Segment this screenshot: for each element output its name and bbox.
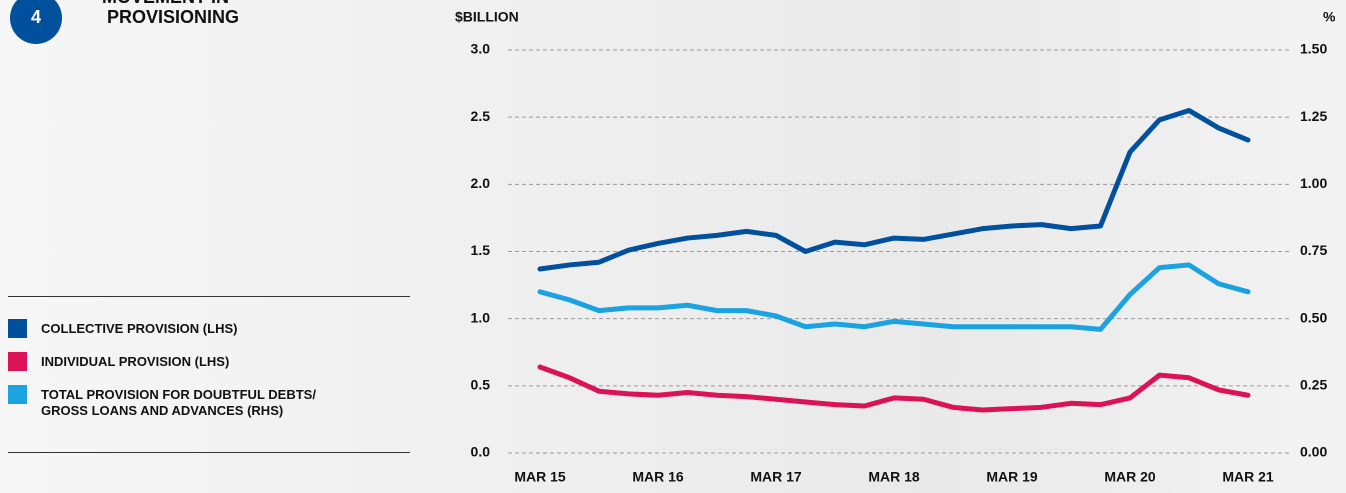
x-tick-label: MAR 20 xyxy=(1104,469,1156,485)
legend: COLLECTIVE PROVISION (LHS) INDIVIDUAL PRO… xyxy=(8,296,410,453)
series-line xyxy=(537,107,1251,272)
y-tick-label: 1.5 xyxy=(471,242,491,258)
y-axis-label: $BILLION xyxy=(455,9,519,25)
y2-tick-label: 0.50 xyxy=(1300,309,1327,325)
x-tick-label: MAR 18 xyxy=(868,469,920,485)
legend-label: COLLECTIVE PROVISION (LHS) xyxy=(41,321,238,336)
badge-number: 4 xyxy=(31,7,41,27)
y2-tick-label: 0.25 xyxy=(1300,377,1327,393)
y2-axis-label: % xyxy=(1323,9,1336,25)
legend-swatch xyxy=(8,352,27,371)
y-tick-label: 0.0 xyxy=(471,444,491,460)
y-tick-label: 0.5 xyxy=(471,377,491,393)
x-tick-label: MAR 21 xyxy=(1222,469,1274,485)
badge xyxy=(10,0,62,44)
y-tick-label: 2.5 xyxy=(471,108,491,124)
y2-tick-label: 1.25 xyxy=(1300,108,1327,124)
y-tick-label: 2.0 xyxy=(471,175,491,191)
y2-tick-label: 0.75 xyxy=(1300,242,1327,258)
y-tick-label: 3.0 xyxy=(471,41,491,57)
legend-label: INDIVIDUAL PROVISION (LHS) xyxy=(41,354,230,369)
legend-swatch xyxy=(8,385,27,404)
legend-item: INDIVIDUAL PROVISION (LHS) xyxy=(8,352,410,371)
y2-tick-label: 1.00 xyxy=(1300,175,1327,191)
legend-swatch xyxy=(8,319,27,338)
title-text: MOVEMENT IN PROVISIONING xyxy=(102,0,239,27)
y2-tick-label: 0.00 xyxy=(1300,444,1327,460)
x-tick-label: MAR 17 xyxy=(750,469,802,485)
series-line xyxy=(537,364,1251,413)
x-tick-label: MAR 15 xyxy=(514,469,566,485)
legend-label: TOTAL PROVISION FOR DOUBTFUL DEBTS/ GROS… xyxy=(41,387,316,418)
chart-title: MOVEMENT IN PROVISIONING xyxy=(102,0,239,27)
y-tick-label: 1.0 xyxy=(471,309,491,325)
legend-item: TOTAL PROVISION FOR DOUBTFUL DEBTS/ GROS… xyxy=(8,385,410,419)
y2-tick-label: 1.50 xyxy=(1300,41,1327,57)
series-line xyxy=(537,262,1251,332)
x-tick-label: MAR 19 xyxy=(986,469,1038,485)
legend-item: COLLECTIVE PROVISION (LHS) xyxy=(8,319,410,338)
x-tick-label: MAR 16 xyxy=(632,469,684,485)
